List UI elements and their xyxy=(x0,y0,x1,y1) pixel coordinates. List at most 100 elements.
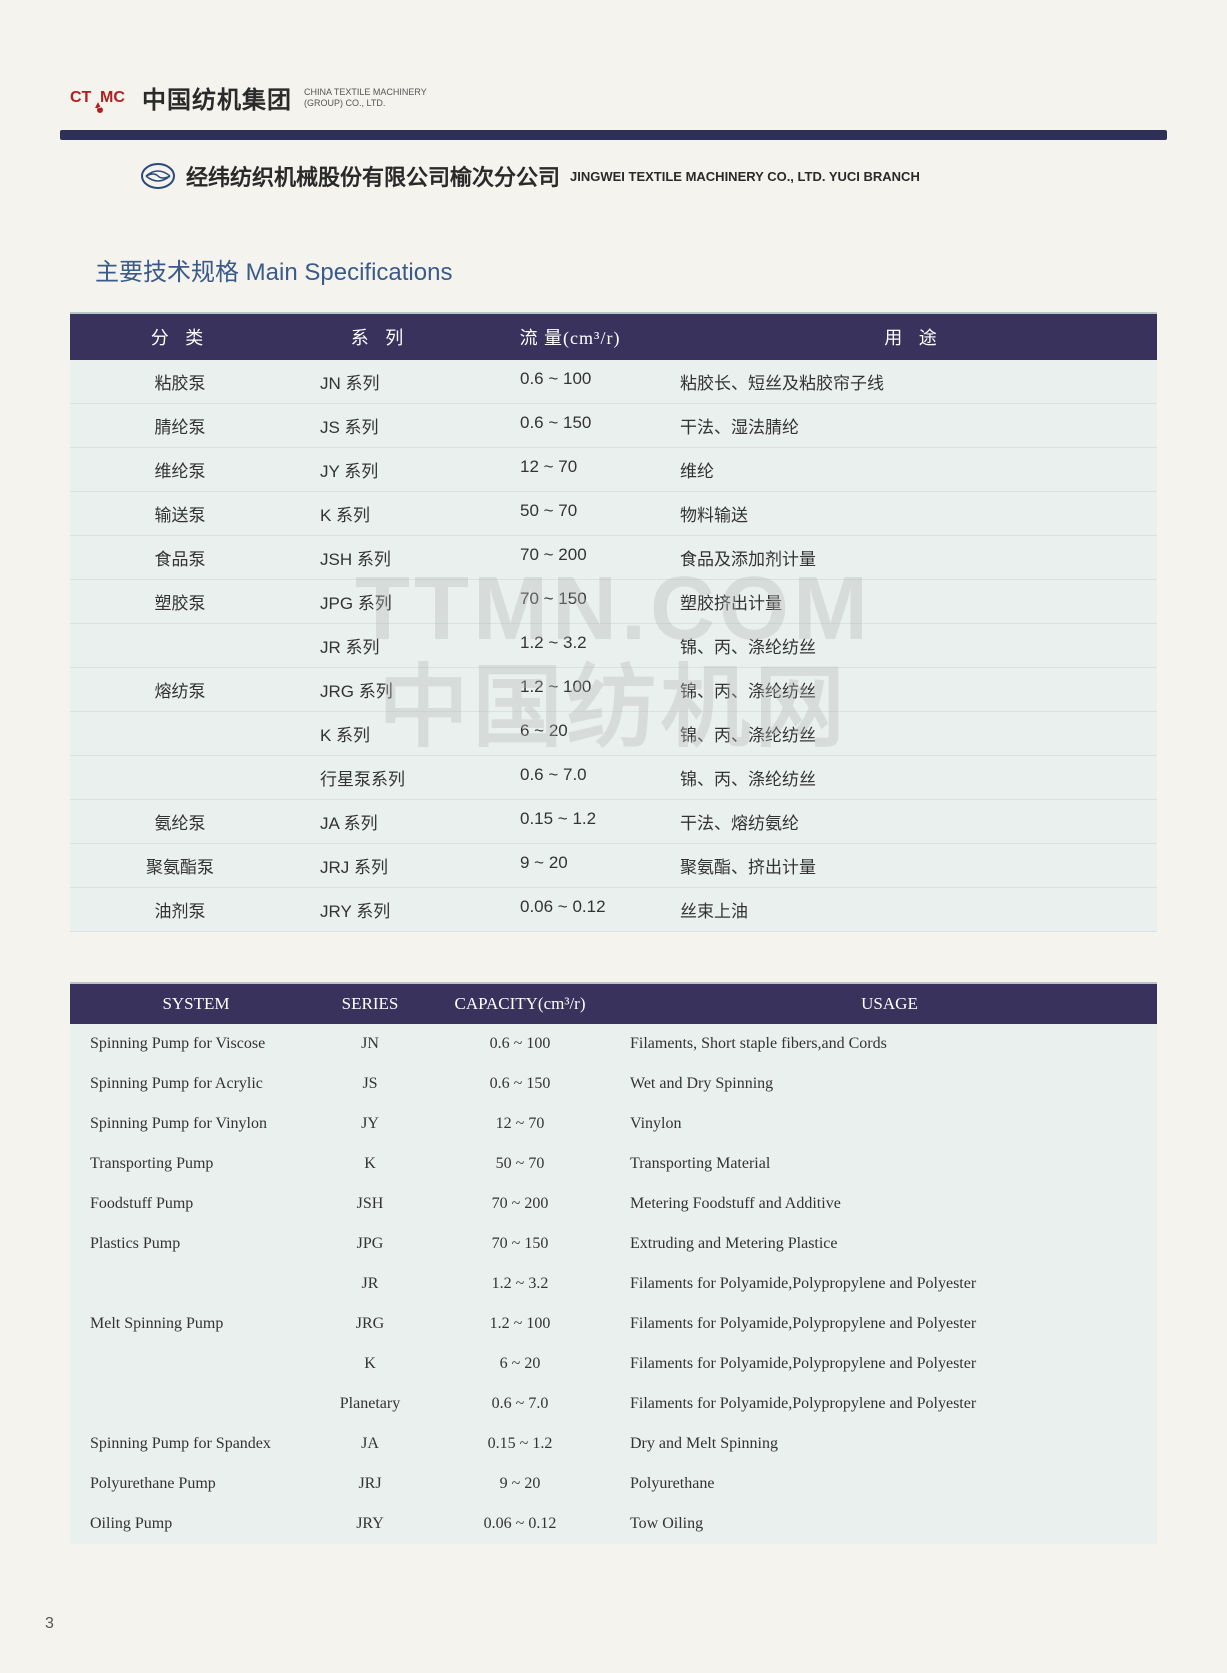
table-cell: JY 系列 xyxy=(290,448,470,491)
th-usage: 用 途 xyxy=(670,314,1157,360)
table-cell: JPG 系列 xyxy=(290,580,470,623)
table-cell: Vinylon xyxy=(610,1104,1157,1144)
table-cell: 熔纺泵 xyxy=(70,668,290,711)
table-cell: 1.2 ~ 100 xyxy=(470,668,670,711)
table-cell: 食品泵 xyxy=(70,536,290,579)
table-cell: 食品及添加剂计量 xyxy=(670,536,1157,579)
table-cell xyxy=(70,624,290,667)
th-series-en: SERIES xyxy=(310,984,430,1024)
table-row: Spinning Pump for SpandexJA0.15 ~ 1.2Dry… xyxy=(70,1424,1157,1464)
table-row: Oiling PumpJRY0.06 ~ 0.12Tow Oiling xyxy=(70,1504,1157,1544)
table-cell: K 系列 xyxy=(290,492,470,535)
table-row: JR 系列1.2 ~ 3.2锦、丙、涤纶纺丝 xyxy=(70,624,1157,668)
table-cell: 聚氨酯泵 xyxy=(70,844,290,887)
table-cell: Planetary xyxy=(310,1384,430,1424)
table-row: 食品泵JSH 系列70 ~ 200食品及添加剂计量 xyxy=(70,536,1157,580)
table-cell: Extruding and Metering Plastice xyxy=(610,1224,1157,1264)
table-cell: 0.15 ~ 1.2 xyxy=(470,800,670,843)
table-cell: Wet and Dry Spinning xyxy=(610,1064,1157,1104)
table-row: 行星泵系列0.6 ~ 7.0锦、丙、涤纶纺丝 xyxy=(70,756,1157,800)
table-cell: Foodstuff Pump xyxy=(70,1184,310,1224)
table-cell: 0.6 ~ 150 xyxy=(470,404,670,447)
table-cell: Oiling Pump xyxy=(70,1504,310,1544)
table-cell: Plastics Pump xyxy=(70,1224,310,1264)
svg-text:MC: MC xyxy=(100,89,125,106)
specs-table-cn: 分 类 系 列 流 量(cm³/r) 用 途 粘胶泵JN 系列0.6 ~ 100… xyxy=(70,312,1157,932)
table-cell: Filaments for Polyamide,Polypropylene an… xyxy=(610,1264,1157,1304)
table-cell: 塑胶挤出计量 xyxy=(670,580,1157,623)
company-name-en: CHINA TEXTILE MACHINERY (GROUP) CO., LTD… xyxy=(304,87,427,109)
company-name-cn: 中国纺机集团 xyxy=(142,80,292,115)
table-cell: JSH xyxy=(310,1184,430,1224)
table-cell: JR xyxy=(310,1264,430,1304)
table-cell xyxy=(70,712,290,755)
th-capacity: 流 量(cm³/r) xyxy=(470,314,670,360)
table-cell: 0.06 ~ 0.12 xyxy=(470,888,670,931)
table-row: Polyurethane PumpJRJ9 ~ 20Polyurethane xyxy=(70,1464,1157,1504)
table-cell xyxy=(70,1344,310,1384)
table-row: Spinning Pump for AcrylicJS0.6 ~ 150Wet … xyxy=(70,1064,1157,1104)
table-cell: JS xyxy=(310,1064,430,1104)
table-cell: Dry and Melt Spinning xyxy=(610,1424,1157,1464)
company-en-line2: (GROUP) CO., LTD. xyxy=(304,98,427,109)
branch-logo-icon xyxy=(140,162,176,190)
th-series: 系 列 xyxy=(290,314,470,360)
table-cell: JRY xyxy=(310,1504,430,1544)
table-row: 熔纺泵JRG 系列1.2 ~ 100锦、丙、涤纶纺丝 xyxy=(70,668,1157,712)
table-cell: JA 系列 xyxy=(290,800,470,843)
table-cell: Spinning Pump for Viscose xyxy=(70,1024,310,1064)
table-cell: 粘胶泵 xyxy=(70,360,290,403)
company-en-line1: CHINA TEXTILE MACHINERY xyxy=(304,87,427,98)
table-cell: Transporting Pump xyxy=(70,1144,310,1184)
table-cell: 9 ~ 20 xyxy=(470,844,670,887)
table-cell: JPG xyxy=(310,1224,430,1264)
table-row: 氨纶泵JA 系列0.15 ~ 1.2干法、熔纺氨纶 xyxy=(70,800,1157,844)
table-cell: 1.2 ~ 3.2 xyxy=(430,1264,610,1304)
table-cell: Polyurethane xyxy=(610,1464,1157,1504)
table-row: Plastics PumpJPG70 ~ 150Extruding and Me… xyxy=(70,1224,1157,1264)
table-row: 聚氨酯泵JRJ 系列9 ~ 20聚氨酯、挤出计量 xyxy=(70,844,1157,888)
table-header-row: 分 类 系 列 流 量(cm³/r) 用 途 xyxy=(70,314,1157,360)
table-cell: JN xyxy=(310,1024,430,1064)
th-usage-en: USAGE xyxy=(610,984,1157,1024)
table-cell: 0.6 ~ 150 xyxy=(430,1064,610,1104)
table-cell: 维纶 xyxy=(670,448,1157,491)
table-cell: 干法、湿法腈纶 xyxy=(670,404,1157,447)
table-row: Spinning Pump for ViscoseJN0.6 ~ 100Fila… xyxy=(70,1024,1157,1064)
table-cell: 聚氨酯、挤出计量 xyxy=(670,844,1157,887)
section-title-en: Main Specifications xyxy=(246,259,453,286)
table-cell: 70 ~ 150 xyxy=(470,580,670,623)
table-cell xyxy=(70,1264,310,1304)
table-row: Transporting PumpK50 ~ 70Transporting Ma… xyxy=(70,1144,1157,1184)
table-cell: Metering Foodstuff and Additive xyxy=(610,1184,1157,1224)
table-cell: 塑胶泵 xyxy=(70,580,290,623)
table-cell: 70 ~ 150 xyxy=(430,1224,610,1264)
table-cell: Filaments for Polyamide,Polypropylene an… xyxy=(610,1384,1157,1424)
table-cell: 0.6 ~ 7.0 xyxy=(430,1384,610,1424)
table-cell: JRJ xyxy=(310,1464,430,1504)
table-cell: 9 ~ 20 xyxy=(430,1464,610,1504)
table-row: Foodstuff PumpJSH70 ~ 200Metering Foodst… xyxy=(70,1184,1157,1224)
section-title: 主要技术规格 Main Specifications xyxy=(0,252,1227,312)
table-cell: Polyurethane Pump xyxy=(70,1464,310,1504)
table-cell: JRY 系列 xyxy=(290,888,470,931)
page-header: CT MC 中国纺机集团 CHINA TEXTILE MACHINERY (GR… xyxy=(0,0,1227,130)
table-cell: Filaments, Short staple fibers,and Cords xyxy=(610,1024,1157,1064)
table-cell xyxy=(70,756,290,799)
table-cell: K xyxy=(310,1344,430,1384)
table-row: K6 ~ 20Filaments for Polyamide,Polypropy… xyxy=(70,1344,1157,1384)
table-cell: 干法、熔纺氨纶 xyxy=(670,800,1157,843)
table-cell: JSH 系列 xyxy=(290,536,470,579)
table-cell: 锦、丙、涤纶纺丝 xyxy=(670,712,1157,755)
table-cell: 丝束上油 xyxy=(670,888,1157,931)
table-cell: K 系列 xyxy=(290,712,470,755)
table-cell: JR 系列 xyxy=(290,624,470,667)
th-system: SYSTEM xyxy=(70,984,310,1024)
table-cell: Spinning Pump for Acrylic xyxy=(70,1064,310,1104)
table-cell: 0.15 ~ 1.2 xyxy=(430,1424,610,1464)
table-cell: Filaments for Polyamide,Polypropylene an… xyxy=(610,1304,1157,1344)
table-cell: 维纶泵 xyxy=(70,448,290,491)
section-title-cn: 主要技术规格 xyxy=(95,259,239,286)
table-body-en: Spinning Pump for ViscoseJN0.6 ~ 100Fila… xyxy=(70,1024,1157,1544)
table-cell: 锦、丙、涤纶纺丝 xyxy=(670,756,1157,799)
